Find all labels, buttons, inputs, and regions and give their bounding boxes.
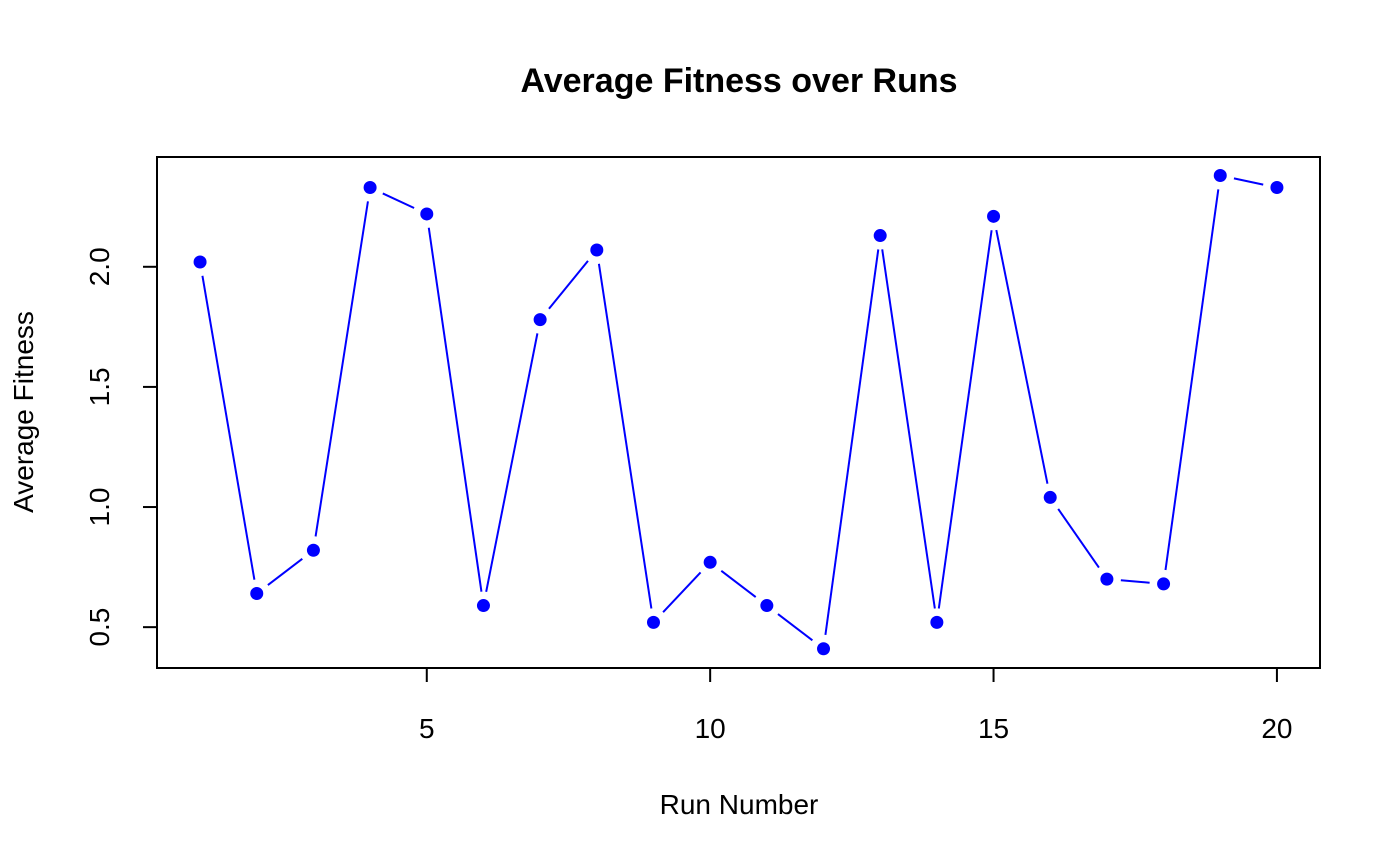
series-line-segment — [720, 569, 757, 598]
x-tick-label: 20 — [1261, 713, 1292, 744]
series-line-segment — [995, 229, 1049, 484]
data-point — [987, 209, 1001, 223]
series-line-segment — [427, 227, 483, 592]
series-line-segment — [485, 333, 539, 592]
series-line-segment — [1120, 579, 1150, 584]
data-point — [703, 555, 717, 569]
y-tick-label: 1.5 — [84, 367, 115, 406]
series-line-segment — [777, 613, 813, 642]
data-point — [930, 615, 944, 629]
series-line-segment — [382, 192, 415, 209]
y-tick-label: 2.0 — [84, 247, 115, 286]
y-axis: 0.5 1.0 1.5 2.0 — [84, 247, 158, 647]
data-point — [590, 243, 604, 257]
plot-frame — [156, 156, 1321, 669]
series-line-segment — [662, 571, 702, 613]
data-point — [533, 313, 547, 327]
x-tick-label: 10 — [695, 713, 726, 744]
series-layer — [193, 168, 1284, 656]
x-axis: 5 10 15 20 — [419, 667, 1293, 744]
data-point — [420, 207, 434, 221]
series-line-segment — [548, 260, 589, 310]
data-point — [1043, 490, 1057, 504]
series-line-segment — [267, 557, 303, 586]
x-tick-label: 5 — [419, 713, 435, 744]
data-point — [1270, 181, 1284, 195]
y-tick-label: 0.5 — [84, 608, 115, 647]
series-line-segment — [1233, 177, 1264, 186]
series-line-segment — [314, 201, 369, 537]
data-point — [193, 255, 207, 269]
data-point — [306, 543, 320, 557]
data-point — [1157, 577, 1171, 591]
y-tick-label: 1.0 — [84, 488, 115, 527]
data-point — [363, 181, 377, 195]
series-line-segment — [881, 249, 936, 609]
chart-title: Average Fitness over Runs — [520, 62, 957, 100]
data-point — [646, 615, 660, 629]
series-line-segment — [201, 275, 256, 580]
y-axis-label: Average Fitness — [8, 311, 39, 513]
data-point — [250, 587, 264, 601]
data-point — [1213, 168, 1227, 182]
data-point — [760, 599, 774, 613]
data-point — [476, 599, 490, 613]
data-point — [817, 642, 831, 656]
x-tick-label: 15 — [978, 713, 1009, 744]
data-point — [873, 229, 887, 243]
series-line-segment — [937, 230, 993, 609]
series-line-segment — [1057, 508, 1100, 569]
x-axis-label: Run Number — [660, 789, 819, 820]
series-line-segment — [824, 249, 880, 636]
series-line-segment — [1164, 189, 1220, 571]
data-point — [1100, 572, 1114, 586]
series-line-segment — [597, 263, 653, 609]
